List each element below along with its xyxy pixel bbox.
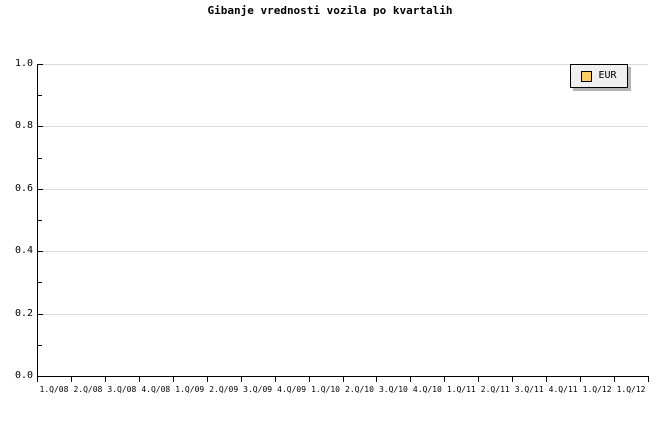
y-axis-tick-label: 0.2 xyxy=(14,307,33,319)
x-axis-tick-label: 2.Q/08 xyxy=(73,385,103,394)
x-axis-tick-label: 1.Q/12 xyxy=(582,385,612,394)
x-axis-tick xyxy=(376,377,377,382)
x-axis-tick xyxy=(648,377,649,382)
x-axis-tick-label: 2.Q/11 xyxy=(480,385,510,394)
x-axis-tick xyxy=(614,377,615,382)
y-axis-tick-label: 0.4 xyxy=(14,245,33,257)
gridline xyxy=(37,188,648,190)
x-axis-spine xyxy=(37,376,649,377)
gridlines-group xyxy=(37,64,648,376)
x-axis-tick-label: 3.Q/09 xyxy=(243,385,273,394)
legend-label: EUR xyxy=(598,70,617,81)
x-axis-tick-label: 4.Q/09 xyxy=(277,385,307,394)
x-axis-tick-label: 3.Q/08 xyxy=(107,385,137,394)
plot-area xyxy=(37,64,648,376)
y-axis-minor-tick xyxy=(38,220,42,221)
x-axis-tick xyxy=(275,377,276,382)
y-axis-minor-tick xyxy=(38,95,42,97)
x-axis-tick xyxy=(105,377,106,382)
y-axis-minor-tick xyxy=(38,282,42,284)
y-axis-minor-tick xyxy=(38,157,42,159)
y-axis-tick-label: 0.6 xyxy=(14,182,33,194)
x-axis-tick-label: 4.Q/11 xyxy=(548,385,578,394)
x-axis-tick-label: 3.Q/11 xyxy=(514,385,544,394)
y-axis-minor-tick xyxy=(38,344,42,346)
y-axis-tick xyxy=(38,126,43,128)
gridline xyxy=(37,313,648,315)
x-axis-tick xyxy=(207,377,208,382)
y-axis-tick-label: 1.0 xyxy=(14,58,33,69)
y-axis-tick xyxy=(38,188,43,190)
x-axis-tick xyxy=(343,377,344,382)
y-axis-tick-label: 0.8 xyxy=(14,120,33,132)
y-axis-tick-label: 0.0 xyxy=(14,370,33,381)
x-axis-tick xyxy=(546,377,547,382)
y-axis-tick xyxy=(38,376,43,377)
x-axis-tick-label: 3.Q/10 xyxy=(378,385,408,394)
x-axis-tick-label: 1.Q/11 xyxy=(446,385,476,394)
legend-box[interactable]: EUR xyxy=(570,64,628,88)
x-axis-tick-label: 2.Q/09 xyxy=(209,385,239,394)
gridline xyxy=(37,126,648,128)
x-axis-tick xyxy=(139,377,140,382)
x-axis-tick xyxy=(444,377,445,382)
x-axis-tick-label: 1.Q/12 xyxy=(616,385,646,394)
x-axis-tick-label: 1.Q/08 xyxy=(39,385,69,394)
y-axis-tick xyxy=(38,313,43,315)
x-axis-tick xyxy=(580,377,581,382)
legend-entries: EUR xyxy=(571,65,627,87)
x-axis-tick-label: 1.Q/09 xyxy=(175,385,205,394)
x-axis-tick xyxy=(37,377,38,382)
x-axis-tick xyxy=(173,377,174,382)
x-axis-tick-label: 4.Q/08 xyxy=(141,385,171,394)
y-axis-tick xyxy=(38,251,43,253)
gridline xyxy=(37,251,648,253)
y-axis-tick xyxy=(38,64,43,65)
x-axis-tick xyxy=(309,377,310,382)
y-axis-spine xyxy=(37,64,38,377)
x-axis-tick xyxy=(71,377,72,382)
x-axis-tick xyxy=(512,377,513,382)
x-axis-tick-label: 1.Q/10 xyxy=(311,385,340,394)
x-axis-tick-label: 4.Q/10 xyxy=(412,385,442,394)
x-axis-tick-label: 2.Q/10 xyxy=(345,385,374,394)
chart-title: Gibanje vrednosti vozila po kvartalih xyxy=(207,4,453,17)
x-axis-tick xyxy=(478,377,479,382)
gridline xyxy=(37,64,648,65)
legend-swatch-eur xyxy=(581,70,593,82)
x-axis-tick xyxy=(410,377,411,382)
x-axis-tick xyxy=(241,377,242,382)
